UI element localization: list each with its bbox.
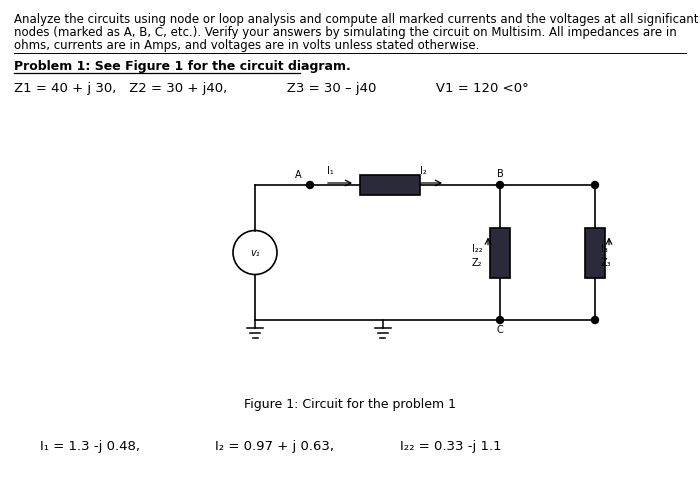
Text: Z₃: Z₃ — [601, 257, 612, 268]
Text: Figure 1: Circuit for the problem 1: Figure 1: Circuit for the problem 1 — [244, 398, 456, 411]
Text: I₂₂ = 0.33 -j 1.1: I₂₂ = 0.33 -j 1.1 — [400, 440, 502, 453]
Text: C: C — [496, 325, 503, 335]
Text: I₁ = 1.3 -j 0.48,: I₁ = 1.3 -j 0.48, — [40, 440, 140, 453]
Text: I₂₂: I₂₂ — [472, 244, 482, 255]
Circle shape — [592, 317, 598, 323]
Text: I₃: I₃ — [601, 244, 608, 255]
Text: I₂: I₂ — [420, 166, 427, 176]
Text: v₁: v₁ — [250, 247, 260, 257]
Text: A: A — [295, 170, 302, 180]
Text: Z1 = 40 + j 30,   Z2 = 30 + j40,              Z3 = 30 – j40              V1 = 12: Z1 = 40 + j 30, Z2 = 30 + j40, Z3 = 30 –… — [14, 82, 528, 95]
Text: Z₂: Z₂ — [472, 257, 482, 268]
Circle shape — [496, 317, 503, 323]
Text: I₁: I₁ — [327, 166, 334, 176]
Bar — [360, 175, 420, 195]
Text: B: B — [496, 169, 503, 179]
Bar — [490, 227, 510, 277]
Circle shape — [307, 182, 314, 188]
Bar — [585, 227, 605, 277]
Text: nodes (marked as A, B, C, etc.). Verify your answers by simulating the circuit o: nodes (marked as A, B, C, etc.). Verify … — [14, 26, 677, 39]
Text: Analyze the circuits using node or loop analysis and compute all marked currents: Analyze the circuits using node or loop … — [14, 13, 699, 26]
Text: I₂ = 0.97 + j 0.63,: I₂ = 0.97 + j 0.63, — [215, 440, 334, 453]
Text: Problem 1: See Figure 1 for the circuit diagram.: Problem 1: See Figure 1 for the circuit … — [14, 60, 351, 73]
Circle shape — [496, 182, 503, 188]
Text: ohms, currents are in Amps, and voltages are in volts unless stated otherwise.: ohms, currents are in Amps, and voltages… — [14, 39, 480, 52]
Circle shape — [592, 182, 598, 188]
